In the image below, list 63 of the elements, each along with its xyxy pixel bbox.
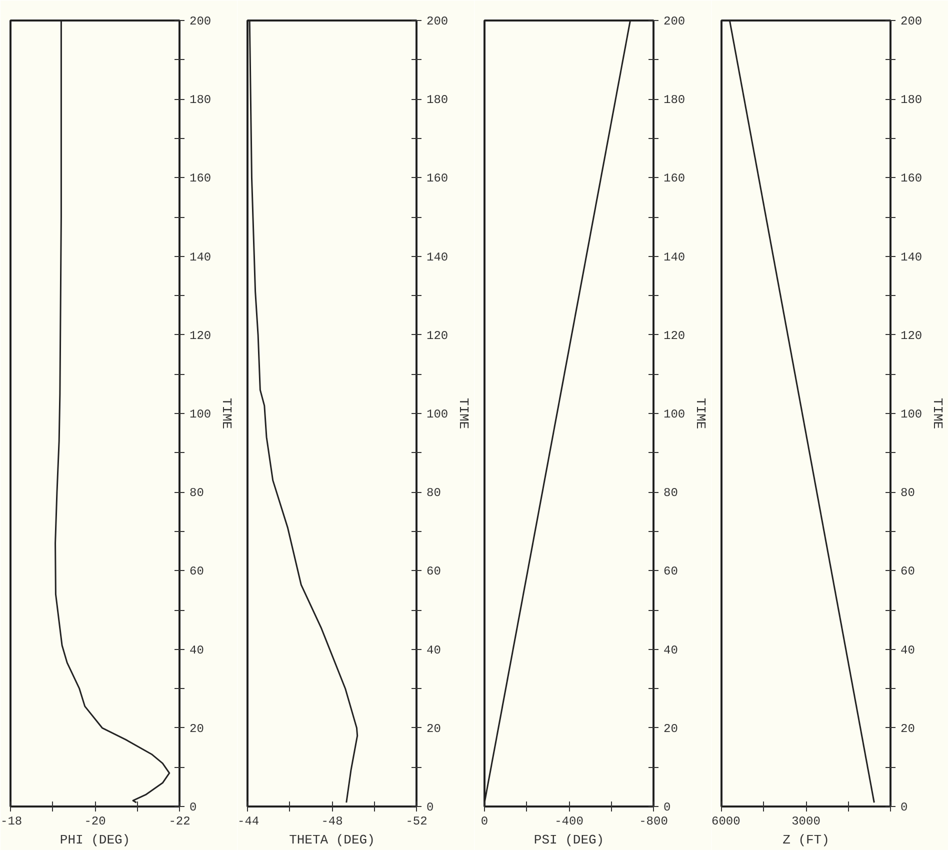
x-tick-label: -18 [0,814,22,828]
y-tick-label: 0 [664,800,671,814]
x-tick-label: 3000 [792,814,820,828]
y-tick-label: 200 [190,14,212,28]
y-tick-label: 120 [664,328,686,343]
y-tick-label: 140 [190,250,212,264]
y-tick-label: 40 [900,643,915,658]
y-tick-label: 20 [190,722,204,736]
y-axis-title: TIME [219,398,234,430]
y-tick-label: 180 [664,93,686,108]
y-tick-label: 20 [664,722,678,736]
x-axis-title: PHI (DEG) [60,832,130,848]
y-tick-label: 0 [190,800,197,814]
y-tick-label: 60 [664,564,678,579]
y-tick-label: 80 [900,486,915,500]
y-tick-label: 80 [190,486,204,500]
y-tick-label: 80 [664,486,678,500]
y-tick-label: 120 [900,328,922,343]
y-tick-label: 40 [426,643,441,658]
y-tick-label: 140 [426,250,448,264]
x-tick-label: -52 [406,814,428,828]
x-tick-label: 6000 [712,814,740,828]
y-tick-label: 60 [426,564,441,579]
y-tick-label: 60 [900,564,915,579]
y-tick-label: 120 [426,328,448,343]
x-tick-label: -48 [321,814,343,828]
y-tick-label: 140 [900,250,922,264]
y-tick-label: 100 [664,408,686,422]
y-tick-label: 180 [426,93,448,108]
y-tick-label: 160 [900,172,922,186]
y-axis-title: TIME [693,398,708,430]
y-tick-label: 160 [426,172,448,186]
y-axis-title: TIME [930,398,946,430]
y-tick-label: 200 [664,14,686,28]
y-tick-label: 0 [900,800,908,814]
y-tick-label: 120 [190,328,212,343]
x-tick-label: -22 [168,814,190,828]
x-axis-title: THETA (DEG) [289,832,375,848]
y-tick-label: 20 [426,722,441,736]
y-tick-label: 200 [426,14,448,28]
x-tick-label: -800 [639,814,668,828]
y-tick-label: 40 [664,643,678,658]
x-tick-label: 0 [480,814,488,828]
x-tick-label: -20 [84,814,106,828]
y-tick-label: 180 [900,93,922,108]
y-tick-label: 40 [190,643,204,658]
y-tick-label: 20 [900,722,915,736]
y-tick-label: 160 [664,172,686,186]
y-tick-label: 60 [190,564,204,579]
y-tick-label: 140 [664,250,686,264]
y-tick-label: 160 [190,172,212,186]
y-tick-label: 100 [426,408,448,422]
x-tick-label: -400 [554,814,584,828]
x-tick-label: -44 [238,814,260,828]
y-tick-label: 180 [190,93,212,108]
y-tick-label: 100 [190,408,212,422]
y-axis-title: TIME [456,398,472,430]
y-tick-label: 80 [426,486,441,500]
y-tick-label: 0 [426,800,434,814]
y-tick-label: 100 [900,408,922,422]
x-axis-title: PSI (DEG) [534,832,604,848]
y-tick-label: 200 [900,14,922,28]
x-axis-title: Z (FT) [782,832,830,848]
